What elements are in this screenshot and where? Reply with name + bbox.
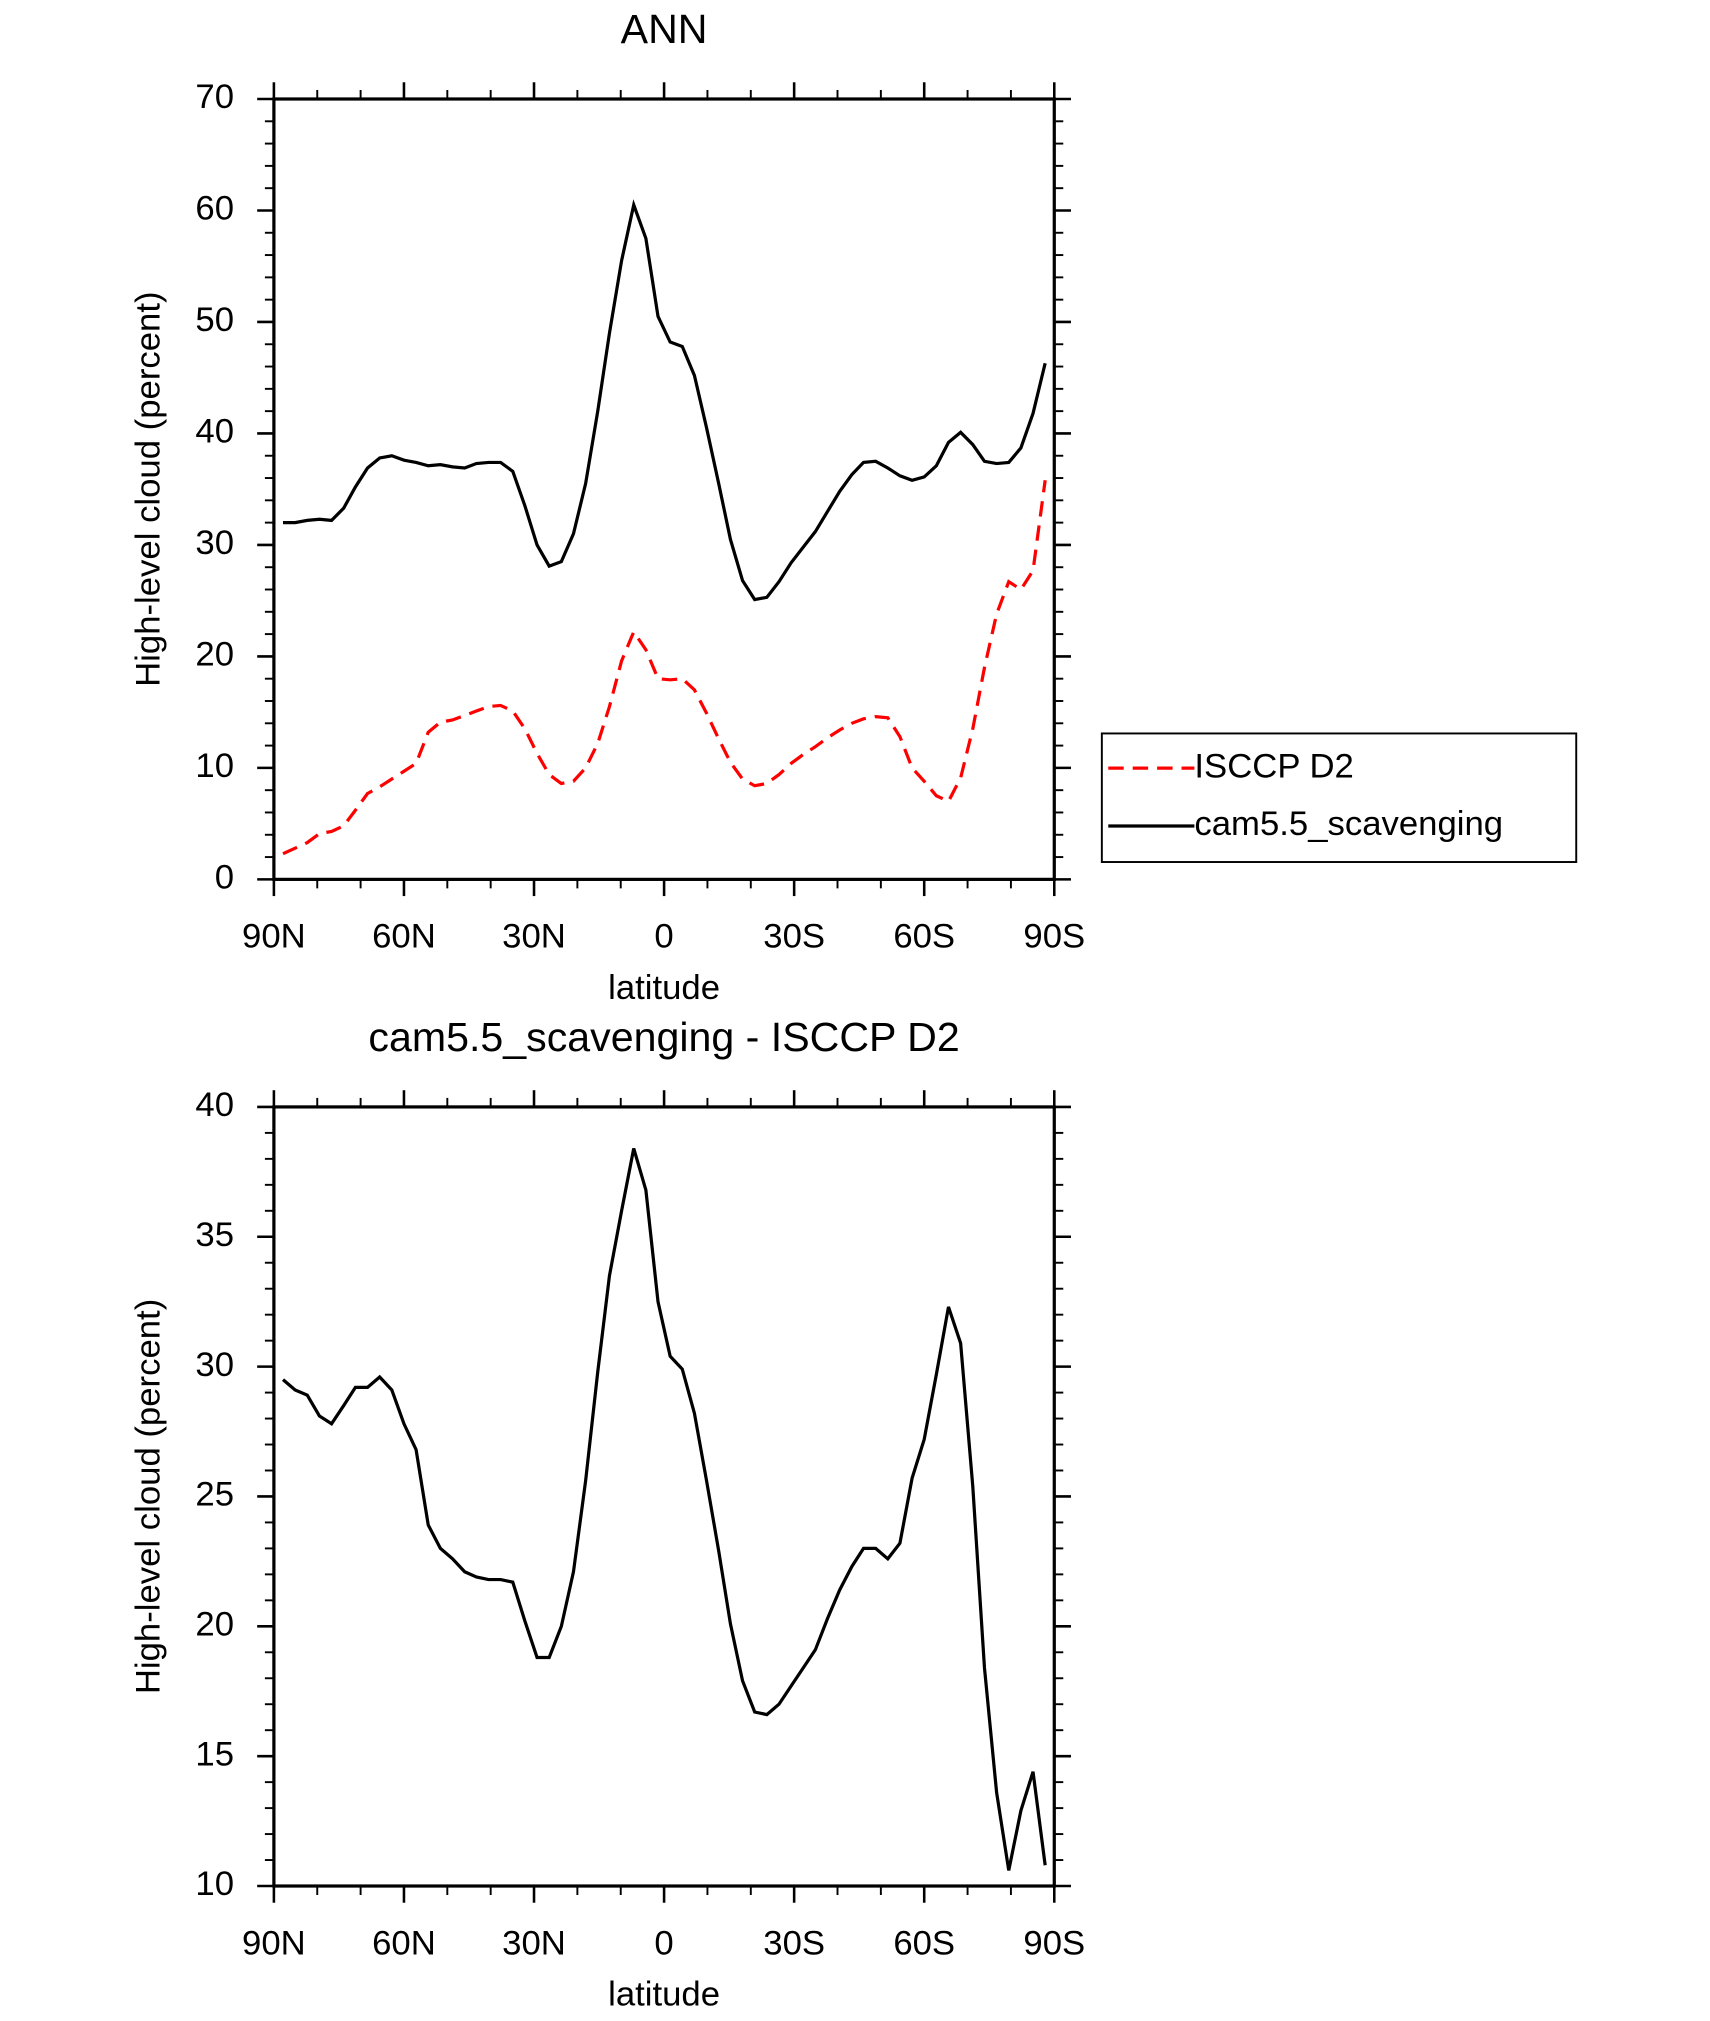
x-axis-label: latitude: [608, 1976, 720, 2014]
legend-label: cam5.5_scavenging: [1194, 805, 1503, 843]
y-tick-label: 20: [195, 636, 234, 674]
y-tick-label: 35: [195, 1216, 234, 1254]
x-tick-label: 90N: [242, 918, 306, 956]
y-tick-label: 10: [195, 1865, 234, 1903]
x-tick-label: 60N: [372, 918, 436, 956]
y-tick-label: 30: [195, 1346, 234, 1384]
legend-box: [1100, 732, 1578, 863]
y-tick-label: 50: [195, 301, 234, 339]
y-tick-label: 25: [195, 1476, 234, 1514]
y-tick-label: 40: [195, 413, 234, 451]
data-line: [281, 1148, 1047, 1871]
chart-title: cam5.5_scavenging - ISCCP D2: [368, 1014, 959, 1060]
x-tick-label: 90S: [1023, 1924, 1085, 1962]
x-tick-label: 30S: [763, 1924, 825, 1962]
y-tick-label: 20: [195, 1605, 234, 1643]
y-axis-label: High-level cloud (percent): [130, 291, 168, 686]
y-tick-label: 0: [215, 859, 234, 897]
plot-frame: [272, 1105, 1056, 1888]
y-tick-label: 15: [195, 1735, 234, 1773]
data-line: [282, 480, 1047, 856]
x-tick-label: 60S: [893, 1924, 955, 1962]
x-tick-label: 30S: [763, 918, 825, 956]
legend-label: ISCCP D2: [1194, 747, 1353, 785]
data-line: [283, 199, 1047, 602]
x-tick-label: 90S: [1023, 918, 1085, 956]
x-tick-label: 0: [654, 918, 673, 956]
y-tick-label: 10: [195, 747, 234, 785]
x-axis-label: latitude: [608, 969, 720, 1007]
y-tick-label: 30: [195, 524, 234, 562]
chart-title: ANN: [621, 6, 708, 52]
y-tick-label: 60: [195, 190, 234, 228]
y-axis-label: High-level cloud (percent): [130, 1299, 168, 1694]
x-tick-label: 60S: [893, 918, 955, 956]
plot-frame: [272, 97, 1056, 881]
x-tick-label: 60N: [372, 1924, 436, 1962]
x-tick-label: 0: [654, 1924, 673, 1962]
y-tick-label: 70: [195, 78, 234, 116]
x-tick-label: 30N: [502, 1924, 566, 1962]
x-tick-label: 30N: [502, 918, 566, 956]
y-tick-label: 40: [195, 1086, 234, 1124]
x-tick-label: 90N: [242, 1924, 306, 1962]
